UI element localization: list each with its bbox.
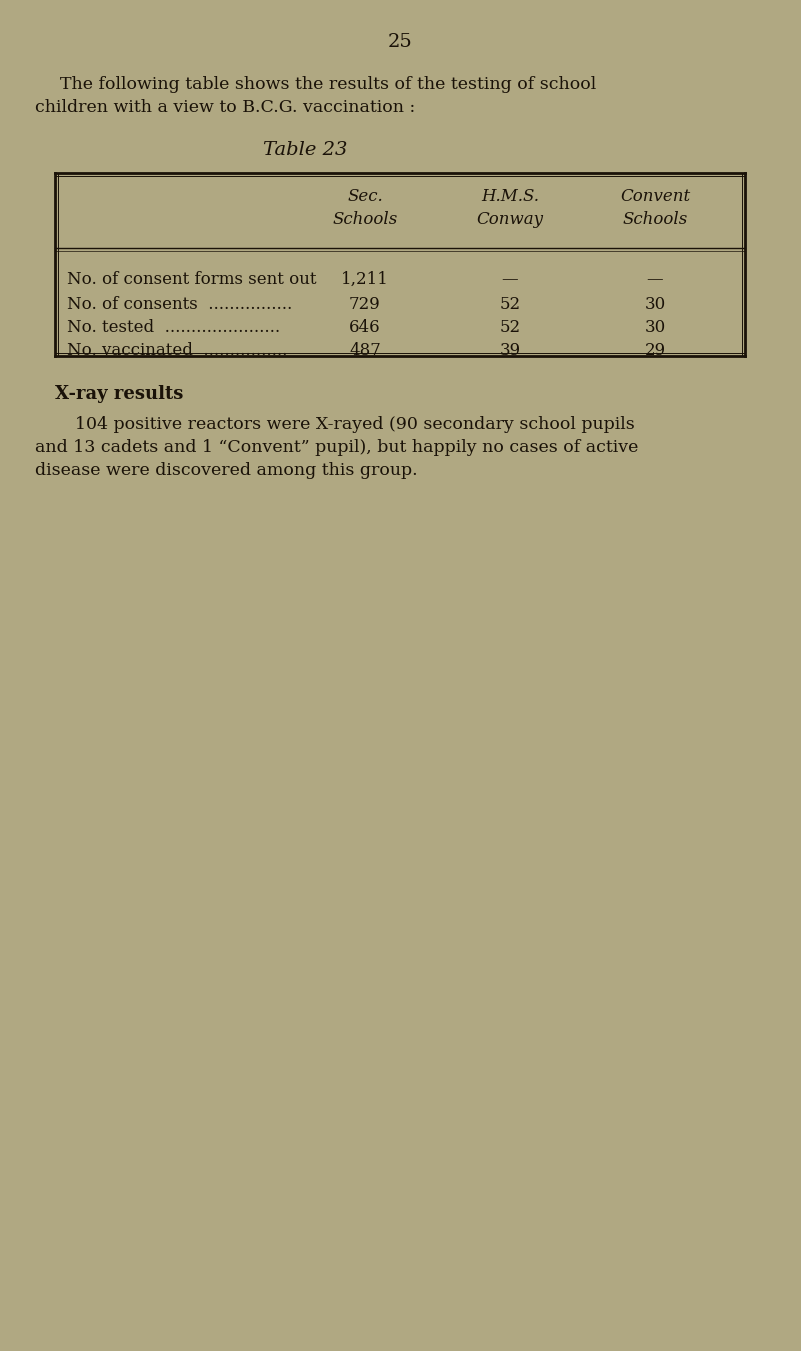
Text: 30: 30 bbox=[644, 296, 666, 313]
Text: 29: 29 bbox=[645, 342, 666, 359]
Text: Convent: Convent bbox=[620, 188, 690, 205]
Text: disease were discovered among this group.: disease were discovered among this group… bbox=[35, 462, 417, 480]
Text: 104 positive reactors were X-rayed (90 secondary school pupils: 104 positive reactors were X-rayed (90 s… bbox=[75, 416, 634, 434]
Text: Schools: Schools bbox=[622, 211, 687, 228]
Text: Schools: Schools bbox=[332, 211, 397, 228]
Text: The following table shows the results of the testing of school: The following table shows the results of… bbox=[60, 76, 596, 93]
Text: 39: 39 bbox=[500, 342, 521, 359]
Text: X-ray results: X-ray results bbox=[55, 385, 183, 403]
Text: Conway: Conway bbox=[477, 211, 544, 228]
Text: and 13 cadets and 1 “Convent” pupil), but happily no cases of active: and 13 cadets and 1 “Convent” pupil), bu… bbox=[35, 439, 638, 457]
Text: Table 23: Table 23 bbox=[263, 141, 347, 159]
Text: children with a view to B.C.G. vaccination :: children with a view to B.C.G. vaccinati… bbox=[35, 99, 415, 116]
Text: 487: 487 bbox=[349, 342, 381, 359]
Text: 646: 646 bbox=[349, 319, 380, 336]
Text: —: — bbox=[501, 272, 518, 288]
Text: 729: 729 bbox=[349, 296, 380, 313]
Text: 25: 25 bbox=[388, 32, 413, 51]
Text: No. of consent forms sent out: No. of consent forms sent out bbox=[67, 272, 316, 288]
Text: H.M.S.: H.M.S. bbox=[481, 188, 539, 205]
Text: No. of consents  ................: No. of consents ................ bbox=[67, 296, 292, 313]
Text: No. tested  ......................: No. tested ...................... bbox=[67, 319, 280, 336]
Text: 52: 52 bbox=[500, 319, 521, 336]
Text: —: — bbox=[646, 272, 663, 288]
Text: No. vaccinated  ................: No. vaccinated ................ bbox=[67, 342, 288, 359]
Text: 1,211: 1,211 bbox=[341, 272, 389, 288]
Text: 30: 30 bbox=[644, 319, 666, 336]
Text: Sec.: Sec. bbox=[347, 188, 383, 205]
Text: 52: 52 bbox=[500, 296, 521, 313]
